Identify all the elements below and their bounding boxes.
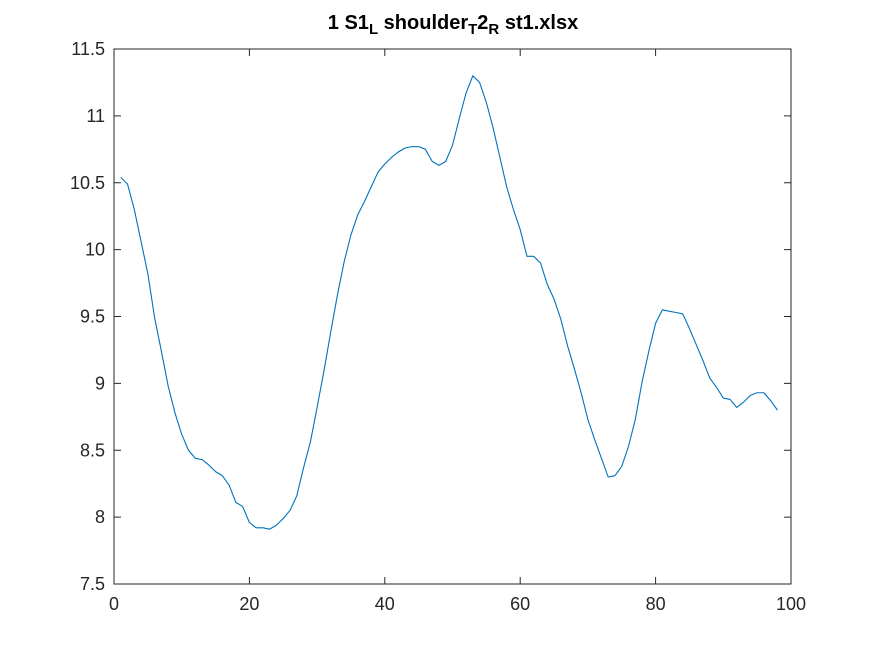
x-tick-label: 100: [776, 594, 806, 614]
y-tick-label: 8.5: [80, 440, 105, 460]
y-tick-label: 9.5: [80, 307, 105, 327]
y-tick-label: 9: [95, 373, 105, 393]
y-tick-label: 11: [86, 106, 105, 126]
x-tick-label: 80: [646, 594, 666, 614]
y-tick-label: 8: [95, 507, 105, 527]
y-tick-label: 7.5: [80, 574, 105, 594]
series-line: [120, 75, 778, 530]
y-tick-label: 10: [85, 240, 105, 260]
chart-title: 1 S1L shoulderT2R st1.xlsx: [328, 12, 578, 38]
x-tick-label: 40: [375, 594, 395, 614]
plot-area: 0 20 40 60 80 100 7.5 8 8.5 9 9.5 10 10.5 11 11.5: [70, 39, 806, 614]
x-tick-label: 0: [109, 594, 119, 614]
y-tick-label: 10.5: [70, 173, 105, 193]
axes-box: [113, 48, 792, 585]
x-tick-label: 20: [239, 594, 259, 614]
y-tick-label: 11.5: [71, 39, 105, 59]
x-tick-label: 60: [510, 594, 530, 614]
